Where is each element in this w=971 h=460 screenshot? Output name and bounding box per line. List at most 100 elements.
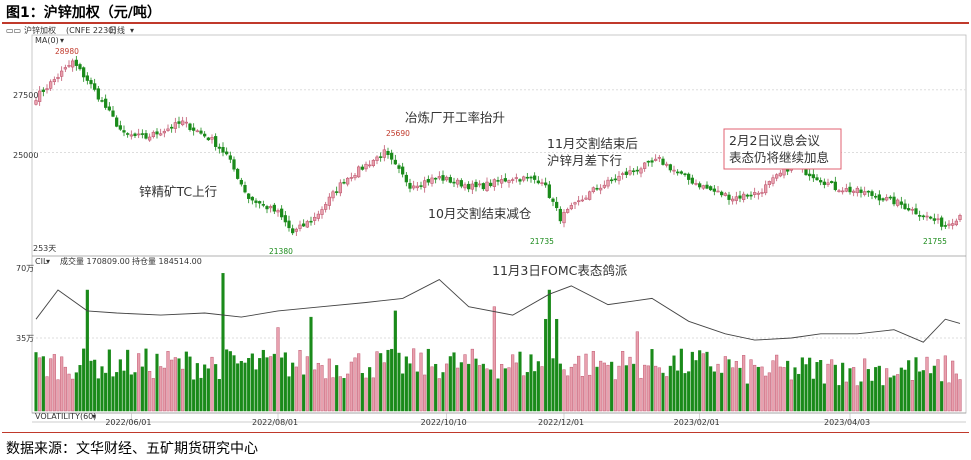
indicator-chevron-icon[interactable]: ▾ <box>46 257 50 266</box>
volume-bar <box>841 362 845 412</box>
volume-bar <box>584 353 588 412</box>
volume-bar <box>338 376 342 412</box>
candle-body <box>448 177 452 183</box>
candle-body <box>580 199 584 202</box>
candle-body <box>379 156 383 158</box>
candle-body <box>866 190 870 193</box>
volume-bar <box>481 363 485 412</box>
candle-body <box>940 217 944 227</box>
volume-bar <box>52 354 56 412</box>
volume-bar <box>536 361 540 412</box>
toolbar-icons[interactable]: ▭▭ <box>6 26 21 35</box>
volatility-chevron-icon[interactable]: ▾ <box>92 412 96 421</box>
candle-body <box>833 181 837 191</box>
volume-bar <box>56 379 60 412</box>
volume-bar <box>940 381 944 412</box>
candle-body <box>177 121 181 124</box>
volume-bar <box>357 353 361 412</box>
volume-bar <box>404 356 408 412</box>
volume-bar <box>228 351 232 412</box>
volume-bar <box>254 369 258 412</box>
candle-body <box>41 89 45 92</box>
candle-body <box>610 179 614 182</box>
volatility-label: VOLATILITY(60) <box>35 412 96 421</box>
volume-bar <box>327 358 331 412</box>
volume-bar <box>573 363 577 412</box>
candle-body <box>155 131 159 135</box>
volume-bar <box>947 382 951 412</box>
candle-body <box>932 218 936 221</box>
candle-body <box>569 205 573 210</box>
candle-body <box>628 170 632 175</box>
ma-chevron-icon[interactable]: ▾ <box>60 36 64 45</box>
candle-body <box>415 185 419 189</box>
volume-bar <box>151 378 155 412</box>
volume-bar <box>628 356 632 412</box>
volume-bar <box>958 379 962 412</box>
candle-body <box>577 200 581 203</box>
candle-body <box>397 165 401 169</box>
candle-body <box>617 175 621 181</box>
candle-body <box>778 172 782 177</box>
volume-bar <box>591 351 595 412</box>
figure-title: 图1：沪锌加权（元/吨） <box>6 5 161 21</box>
candle-body <box>386 151 390 155</box>
volume-bar <box>148 371 152 412</box>
candle-body <box>734 196 738 201</box>
candle-body <box>698 183 702 188</box>
volume-bar <box>910 380 914 412</box>
title-rule <box>2 22 969 24</box>
volume-bar <box>217 379 221 412</box>
candle-body <box>903 203 907 210</box>
volume-bar <box>478 365 482 412</box>
candle-body <box>118 125 122 130</box>
volume-bar <box>624 365 628 412</box>
volume-bar <box>881 385 885 412</box>
volume-bar <box>712 371 716 412</box>
candle-body <box>852 190 856 193</box>
volume-bar <box>848 368 852 412</box>
candle-body <box>756 192 760 195</box>
volume-bar <box>892 375 896 412</box>
volume-bar <box>507 367 511 412</box>
candle-body <box>958 215 962 220</box>
candle-body <box>434 177 438 180</box>
candle-body <box>188 123 192 130</box>
volume-bar <box>104 372 108 412</box>
volume-bar <box>925 356 929 412</box>
volume-bar <box>126 349 130 412</box>
volume-bar <box>401 373 405 412</box>
candle-body <box>694 183 698 185</box>
volume-bar <box>727 359 731 412</box>
candle-body <box>166 128 170 131</box>
volume-bar <box>331 377 335 412</box>
volume-bar <box>78 365 82 412</box>
candle-body <box>540 182 544 185</box>
volume-bar <box>929 373 933 412</box>
volume-bar <box>518 351 522 412</box>
candle-body <box>335 191 339 193</box>
candle-body <box>126 133 130 135</box>
volume-bar <box>423 374 427 412</box>
volume-bar <box>96 378 100 412</box>
candle-body <box>654 158 658 161</box>
volume-bar <box>320 365 324 412</box>
volume-bar <box>808 357 812 412</box>
candle-body <box>320 209 324 215</box>
candle-body <box>276 210 280 213</box>
volume-bar <box>467 363 471 412</box>
volume-bar <box>448 356 452 412</box>
dropdown-chevron-icon[interactable]: ▾ <box>130 26 134 35</box>
volume-bar <box>888 377 892 412</box>
volume-bar <box>437 378 441 412</box>
candle-body <box>808 173 812 177</box>
toolbar-period[interactable]: 日线 <box>109 25 125 35</box>
candle-body <box>588 191 592 200</box>
volume-bar <box>936 359 940 412</box>
volume-bar <box>903 369 907 412</box>
volume-bar <box>342 378 346 412</box>
volume-bar <box>71 378 75 412</box>
candle-body <box>272 204 276 212</box>
candle-body <box>456 179 460 185</box>
volume-bar <box>364 377 368 412</box>
